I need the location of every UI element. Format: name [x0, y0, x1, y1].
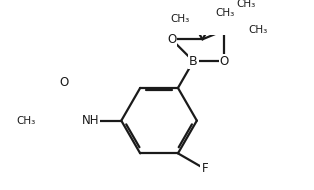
- Text: CH₃: CH₃: [171, 14, 190, 24]
- Text: NH: NH: [82, 114, 99, 127]
- Text: CH₃: CH₃: [215, 8, 234, 18]
- Text: CH₃: CH₃: [248, 25, 268, 35]
- Text: CH₃: CH₃: [237, 0, 256, 9]
- Text: O: O: [220, 55, 229, 68]
- Text: O: O: [59, 75, 68, 89]
- Text: O: O: [167, 33, 176, 46]
- Text: CH₃: CH₃: [17, 116, 36, 126]
- Text: B: B: [189, 55, 198, 68]
- Text: F: F: [201, 162, 208, 175]
